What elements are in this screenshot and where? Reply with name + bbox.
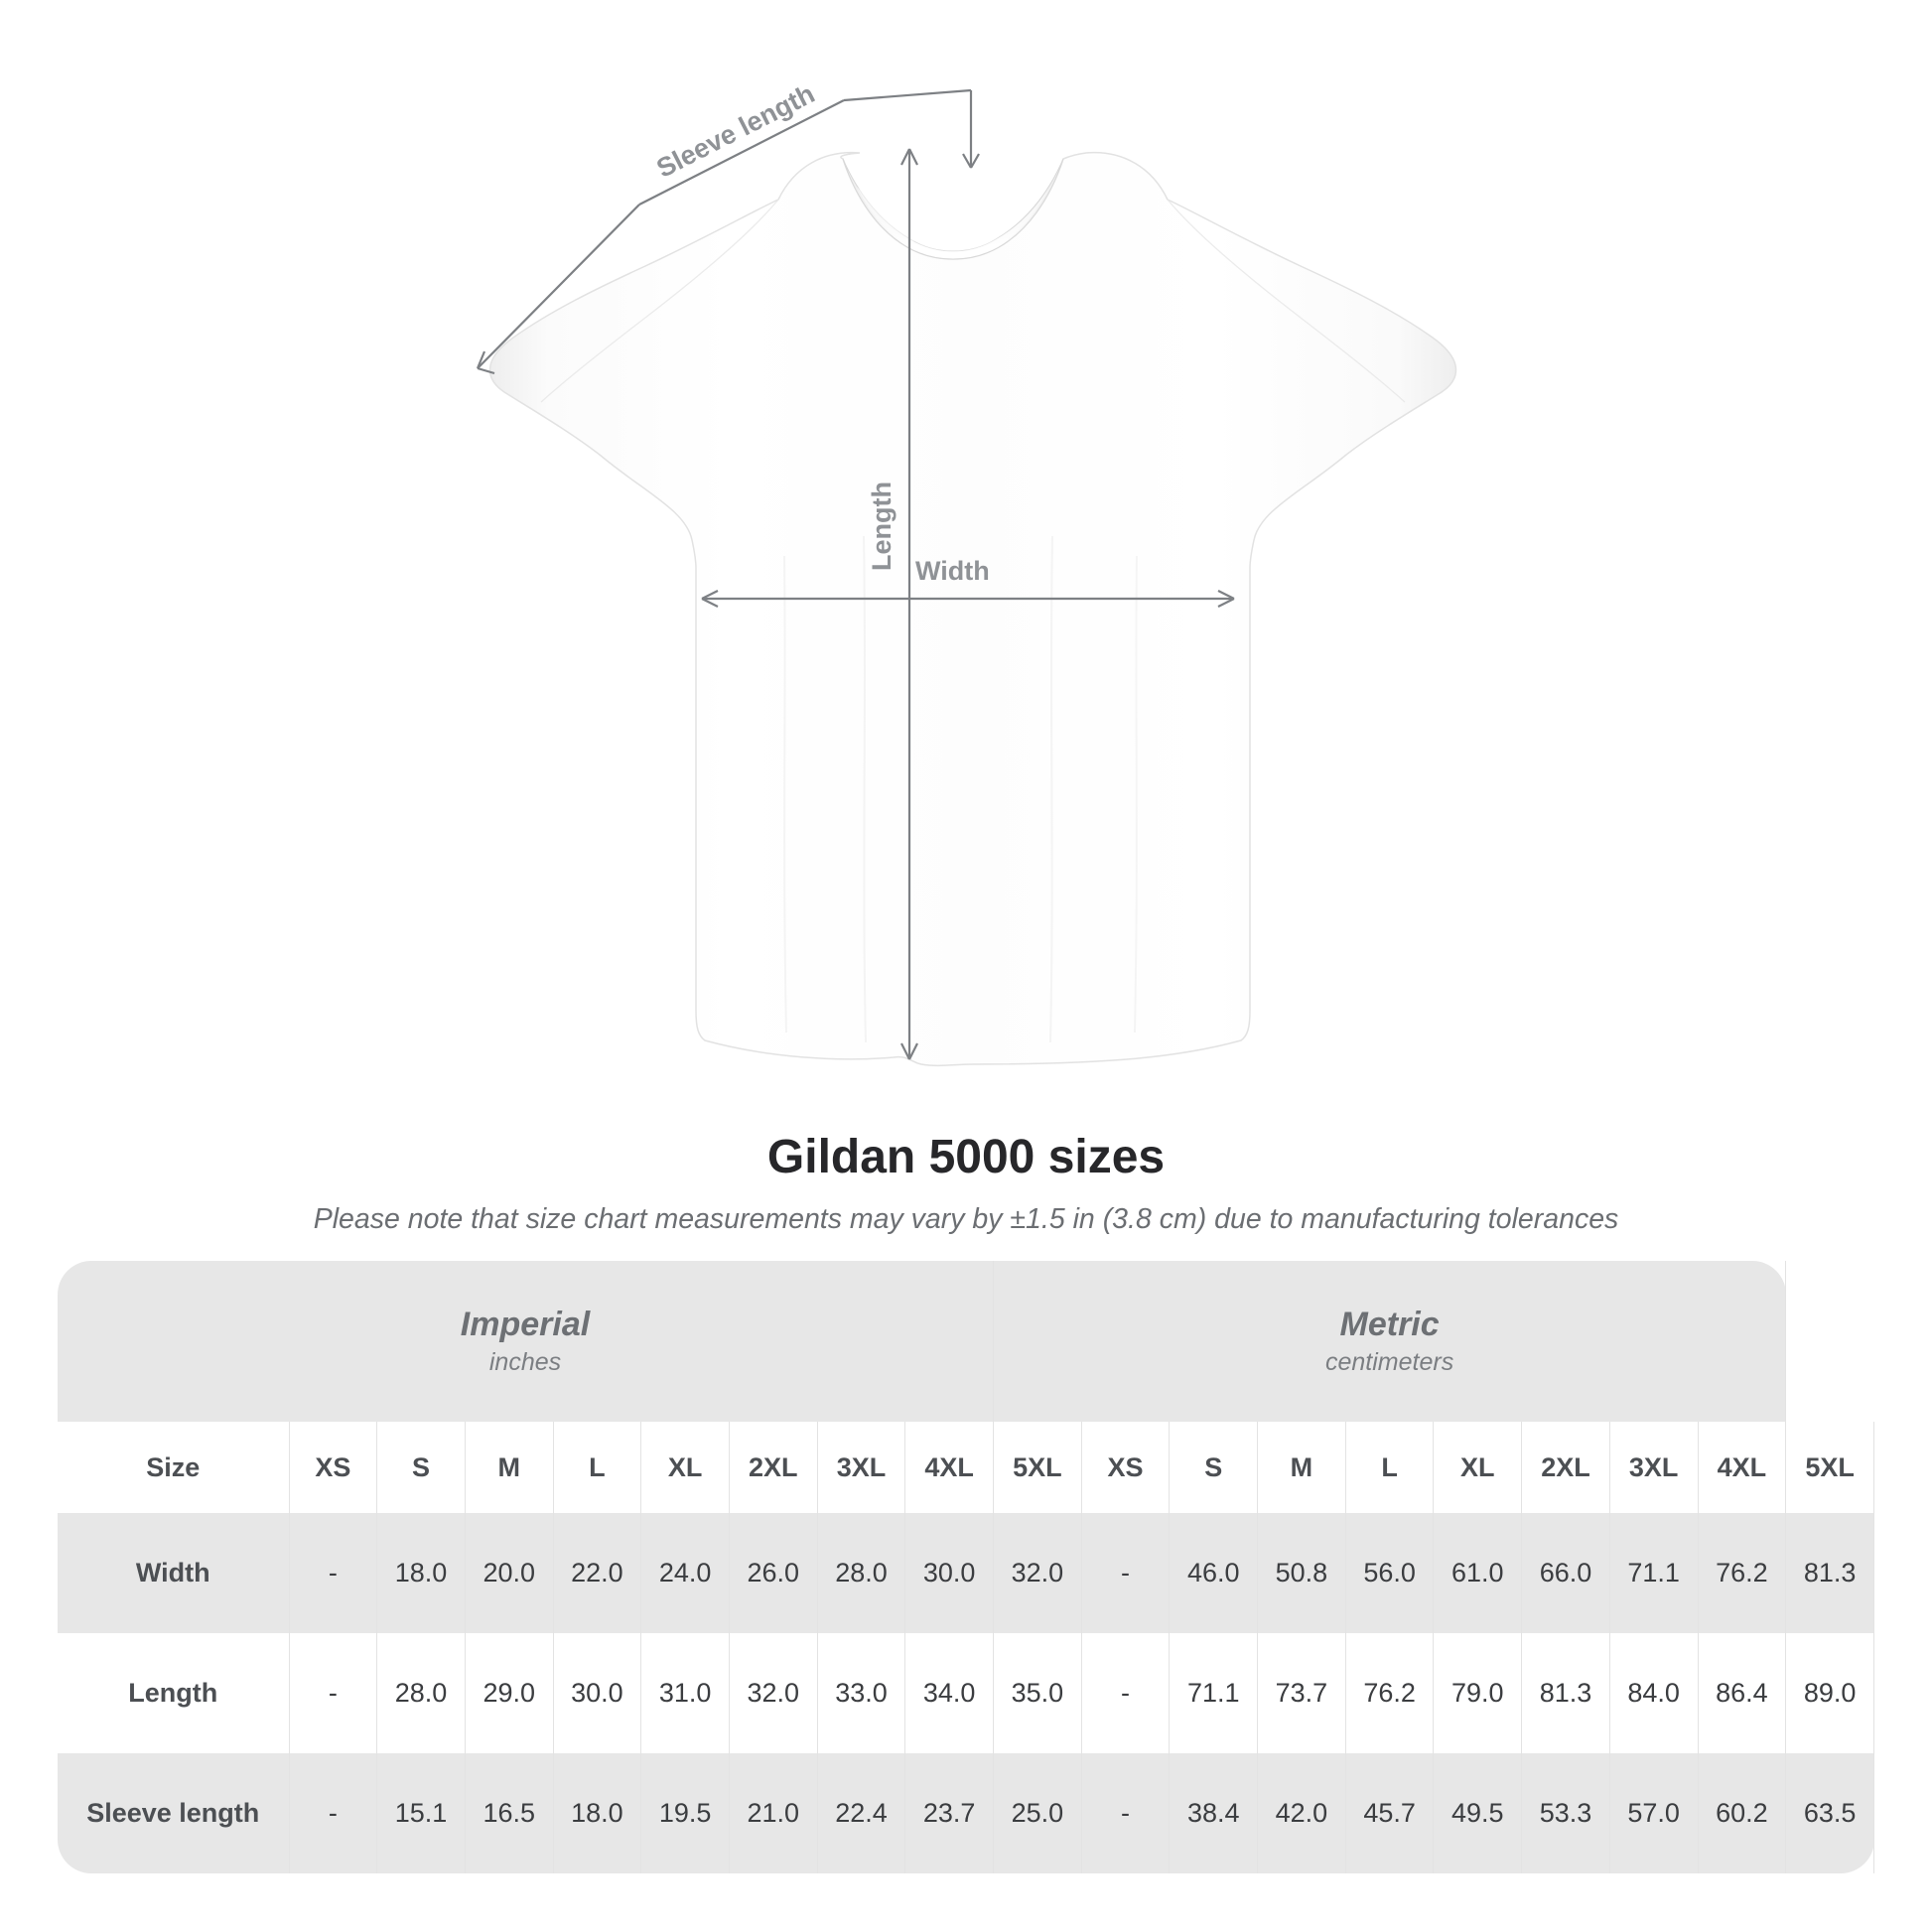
- svg-text:Sleeve length: Sleeve length: [652, 78, 820, 184]
- svg-text:Width: Width: [915, 556, 990, 586]
- svg-text:Length: Length: [867, 482, 897, 571]
